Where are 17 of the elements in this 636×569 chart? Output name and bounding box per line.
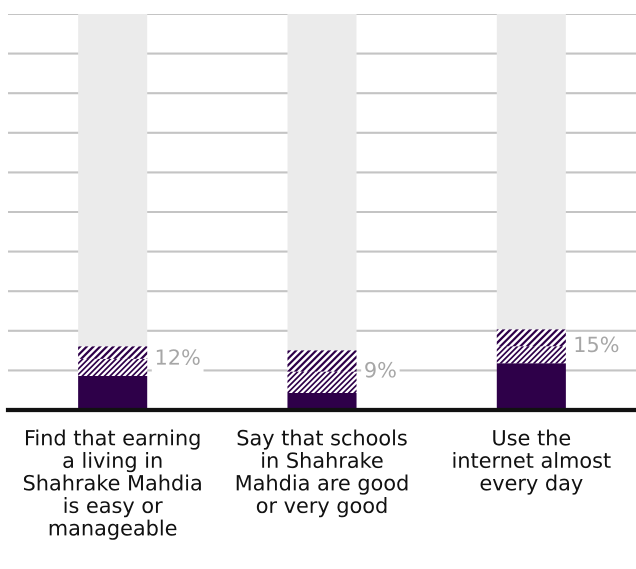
bar: [78, 376, 148, 410]
bar: [496, 346, 566, 364]
bar: [287, 350, 357, 372]
bar: [496, 14, 566, 330]
x-tick-label: Say that schools in Shahrake Mahdia are good or very good: [236, 429, 408, 518]
bar: [496, 363, 566, 410]
bar: [78, 14, 148, 346]
bar: [496, 329, 566, 346]
annotation: 12%: [156, 349, 200, 365]
annotation: 15%: [575, 336, 618, 352]
bar: [78, 358, 148, 376]
x-tick-label: Find that earning a living in Shahrake Mahdia is easy or manageable: [24, 429, 201, 540]
annotation: 9%: [365, 362, 396, 378]
x-tick-label: Use the internet almost every day: [453, 429, 611, 495]
bar: [287, 14, 357, 350]
bar: [287, 372, 357, 393]
bar: [78, 346, 148, 359]
